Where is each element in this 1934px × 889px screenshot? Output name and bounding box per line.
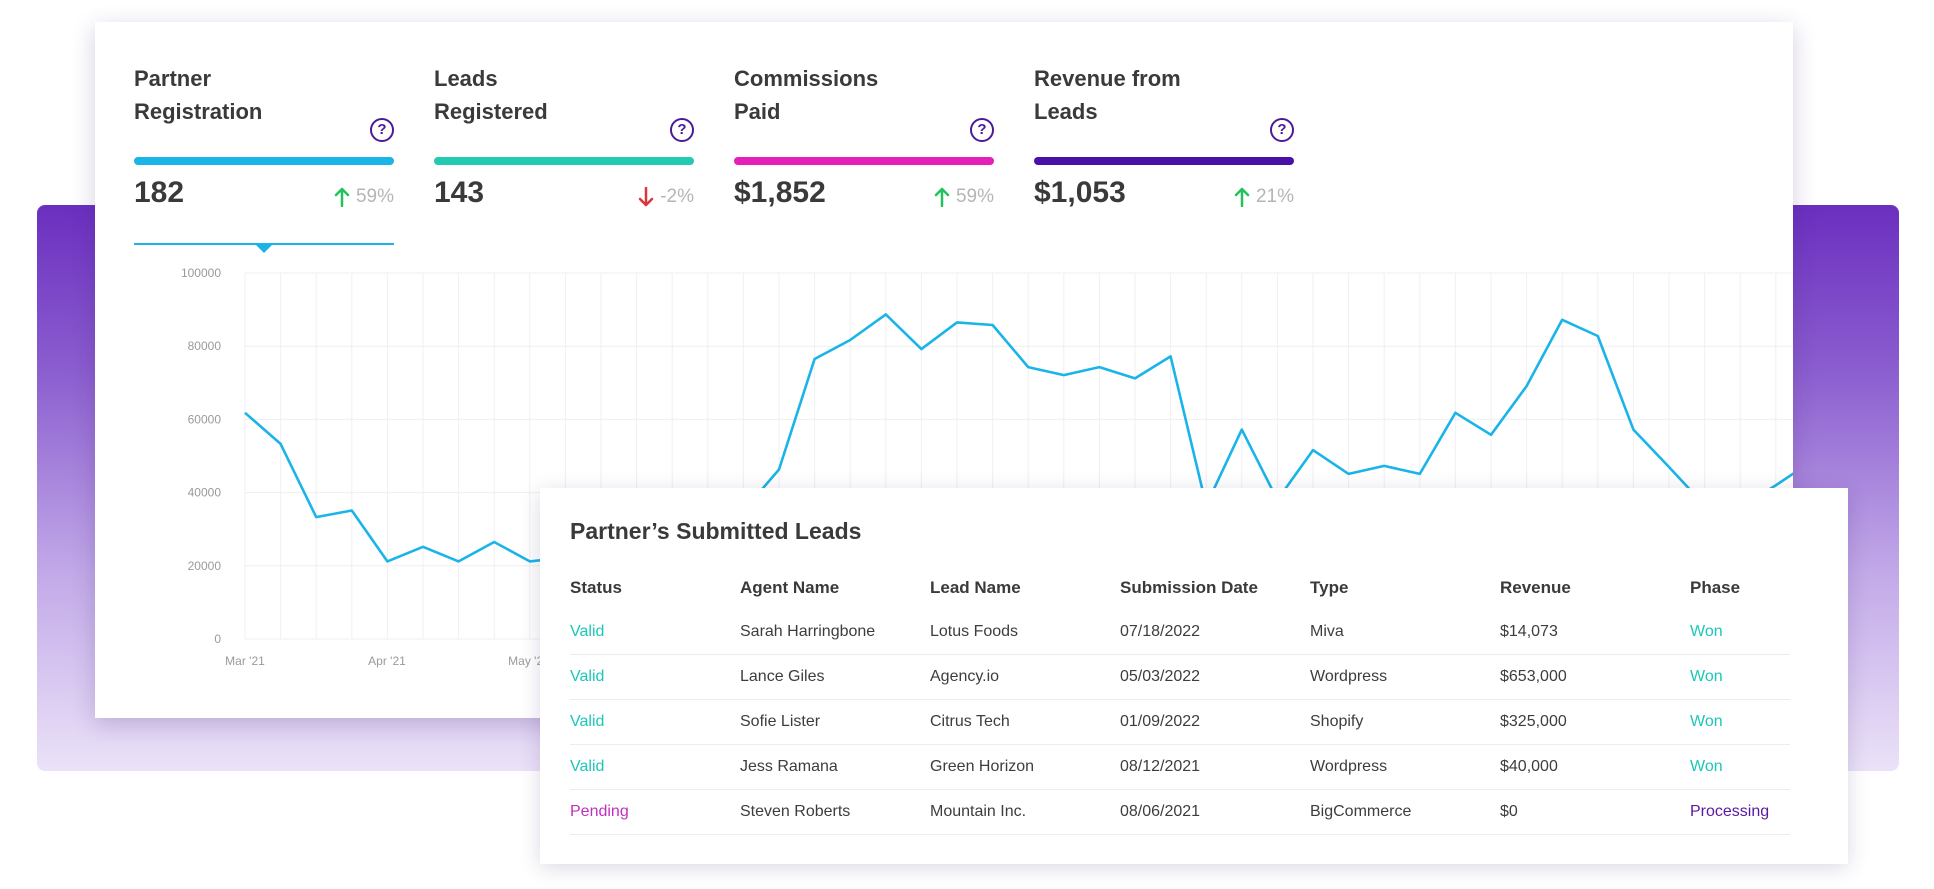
leads-table: Status Agent Name Lead Name Submission D… <box>570 566 1790 835</box>
kpi-trend: 59% <box>334 186 394 208</box>
kpi-trend-value: 59% <box>955 186 994 207</box>
x-tick-label: Mar '21 <box>225 654 265 668</box>
table-row[interactable]: Pending Steven Roberts Mountain Inc. 08/… <box>570 789 1790 835</box>
revenue-cell: $653,000 <box>1500 654 1690 700</box>
y-tick-label: 40000 <box>188 486 222 500</box>
y-tick-label: 60000 <box>188 412 222 426</box>
lead-name-cell: Green Horizon <box>930 744 1120 790</box>
column-header-revenue[interactable]: Revenue <box>1500 578 1571 597</box>
kpi-value: 182 <box>134 176 185 209</box>
phase-cell: Processing <box>1690 789 1790 835</box>
lead-name-cell: Mountain Inc. <box>930 789 1120 835</box>
kpi-value: 143 <box>434 176 485 209</box>
table-row[interactable]: Valid Sarah Harringbone Lotus Foods 07/1… <box>570 610 1790 655</box>
revenue-cell: $0 <box>1500 789 1690 835</box>
kpi-color-bar <box>1034 157 1294 165</box>
y-tick-label: 80000 <box>188 339 222 353</box>
question-circle-icon[interactable]: ? <box>970 118 994 142</box>
phase-cell: Won <box>1690 699 1790 745</box>
table-row[interactable]: Valid Lance Giles Agency.io 05/03/2022 W… <box>570 654 1790 700</box>
column-header-phase[interactable]: Phase <box>1690 578 1741 597</box>
question-circle-icon[interactable]: ? <box>370 118 394 142</box>
arrow-up-icon <box>1234 187 1250 207</box>
submission-date-cell: 08/06/2021 <box>1120 789 1310 835</box>
agent-name-cell: Steven Roberts <box>740 789 930 835</box>
x-tick-label: May '21 <box>508 654 550 668</box>
column-header-lead-name[interactable]: Lead Name <box>930 578 1021 597</box>
kpi-trend-value: 59% <box>355 186 394 207</box>
lead-name-cell: Agency.io <box>930 654 1120 700</box>
submission-date-cell: 08/12/2021 <box>1120 744 1310 790</box>
kpi-title: Revenue from Leads <box>1034 66 1181 124</box>
column-header-submission-date[interactable]: Submission Date <box>1120 578 1258 597</box>
question-circle-icon[interactable]: ? <box>670 118 694 142</box>
kpi-title: Commissions Paid <box>734 66 879 124</box>
status-cell: Pending <box>570 789 740 835</box>
type-cell: BigCommerce <box>1310 789 1500 835</box>
status-cell: Valid <box>570 699 740 745</box>
leads-table-title: Partner’s Submitted Leads <box>570 518 862 544</box>
agent-name-cell: Sarah Harringbone <box>740 610 930 655</box>
y-tick-label: 20000 <box>188 559 222 573</box>
lead-name-cell: Citrus Tech <box>930 699 1120 745</box>
kpi-trend-value: -2% <box>660 186 694 207</box>
agent-name-cell: Lance Giles <box>740 654 930 700</box>
column-header-agent-name[interactable]: Agent Name <box>740 578 840 597</box>
kpi-trend: 21% <box>1234 186 1294 208</box>
kpi-value: $1,053 <box>1034 176 1126 209</box>
y-tick-label: 0 <box>214 632 221 646</box>
y-tick-label: 100000 <box>181 266 221 280</box>
submitted-leads-card: Partner’s Submitted Leads Status Agent N… <box>540 488 1848 864</box>
revenue-cell: $325,000 <box>1500 699 1690 745</box>
table-row[interactable]: Valid Jess Ramana Green Horizon 08/12/20… <box>570 744 1790 790</box>
status-cell: Valid <box>570 744 740 790</box>
kpi-selected-pointer <box>255 244 273 253</box>
type-cell: Miva <box>1310 610 1500 655</box>
type-cell: Wordpress <box>1310 654 1500 700</box>
status-cell: Valid <box>570 610 740 655</box>
phase-cell: Won <box>1690 610 1790 655</box>
status-cell: Valid <box>570 654 740 700</box>
agent-name-cell: Jess Ramana <box>740 744 930 790</box>
arrow-up-icon <box>934 187 950 207</box>
submission-date-cell: 05/03/2022 <box>1120 654 1310 700</box>
leads-table-header-row: Status Agent Name Lead Name Submission D… <box>570 566 1790 610</box>
type-cell: Wordpress <box>1310 744 1500 790</box>
lead-name-cell: Lotus Foods <box>930 610 1120 655</box>
column-header-type[interactable]: Type <box>1310 578 1349 597</box>
type-cell: Shopify <box>1310 699 1500 745</box>
kpi-title: Partner Registration <box>134 66 263 124</box>
question-circle-icon[interactable]: ? <box>1270 118 1294 142</box>
x-tick-label: Apr '21 <box>368 654 406 668</box>
arrow-up-icon <box>334 187 350 207</box>
series-line <box>244 313 1793 563</box>
arrow-down-icon <box>638 187 654 207</box>
column-header-status[interactable]: Status <box>570 578 622 597</box>
submission-date-cell: 01/09/2022 <box>1120 699 1310 745</box>
agent-name-cell: Sofie Lister <box>740 699 930 745</box>
kpi-color-bar <box>434 157 694 165</box>
kpi-value: $1,852 <box>734 176 826 209</box>
kpi-color-bar <box>734 157 994 165</box>
submission-date-cell: 07/18/2022 <box>1120 610 1310 655</box>
phase-cell: Won <box>1690 744 1790 790</box>
kpi-color-bar <box>134 157 394 165</box>
table-row[interactable]: Valid Sofie Lister Citrus Tech 01/09/202… <box>570 699 1790 745</box>
kpi-trend-value: 21% <box>1255 186 1294 207</box>
revenue-cell: $40,000 <box>1500 744 1690 790</box>
kpi-trend: 59% <box>934 186 994 208</box>
phase-cell: Won <box>1690 654 1790 700</box>
kpi-trend: -2% <box>638 186 694 208</box>
revenue-cell: $14,073 <box>1500 610 1690 655</box>
kpi-title: Leads Registered <box>434 66 548 124</box>
